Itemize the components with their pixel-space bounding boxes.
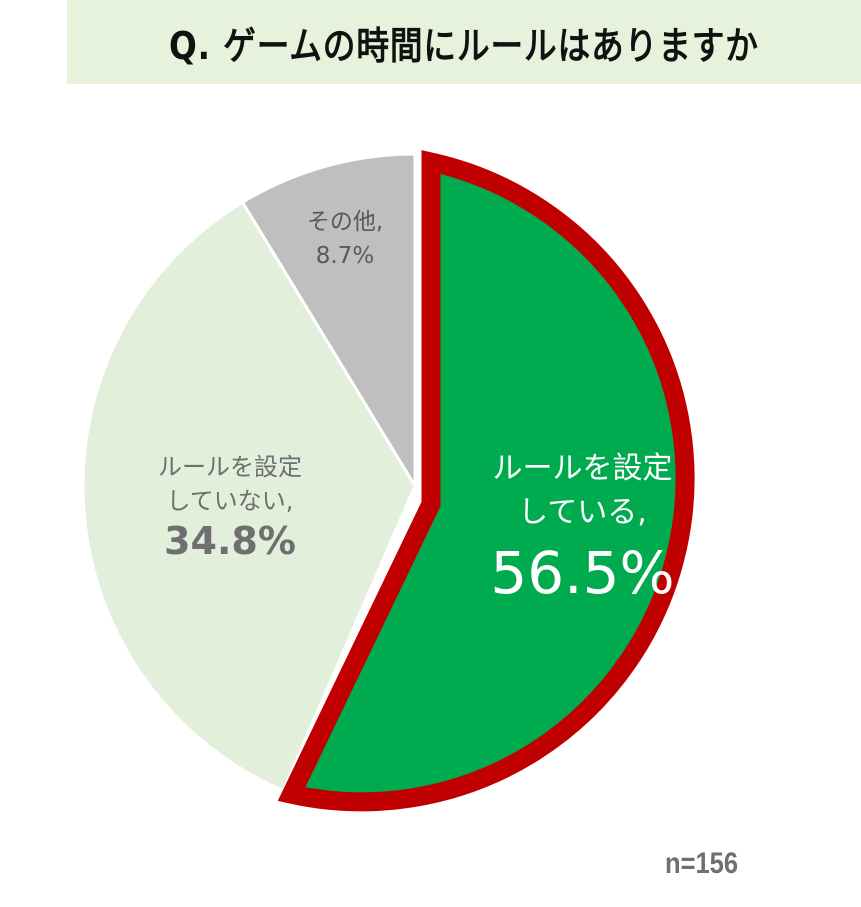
slice-other — [240, 152, 417, 492]
label-other: その他, 8.7% — [306, 209, 384, 269]
chart-title: Q. ゲームの時間にルールはありますか — [169, 23, 759, 68]
label-no-rule: ルールを設定 していない, 34.8% — [158, 453, 302, 563]
label-rule-set: ルールを設定 している, 56.5% — [490, 451, 675, 607]
slice-rule-set — [277, 150, 695, 812]
sample-size: n=156 — [665, 847, 739, 880]
chart-title-banner: Q. ゲームの時間にルールはありますか — [67, 0, 861, 84]
slice-no-rule — [81, 200, 417, 793]
